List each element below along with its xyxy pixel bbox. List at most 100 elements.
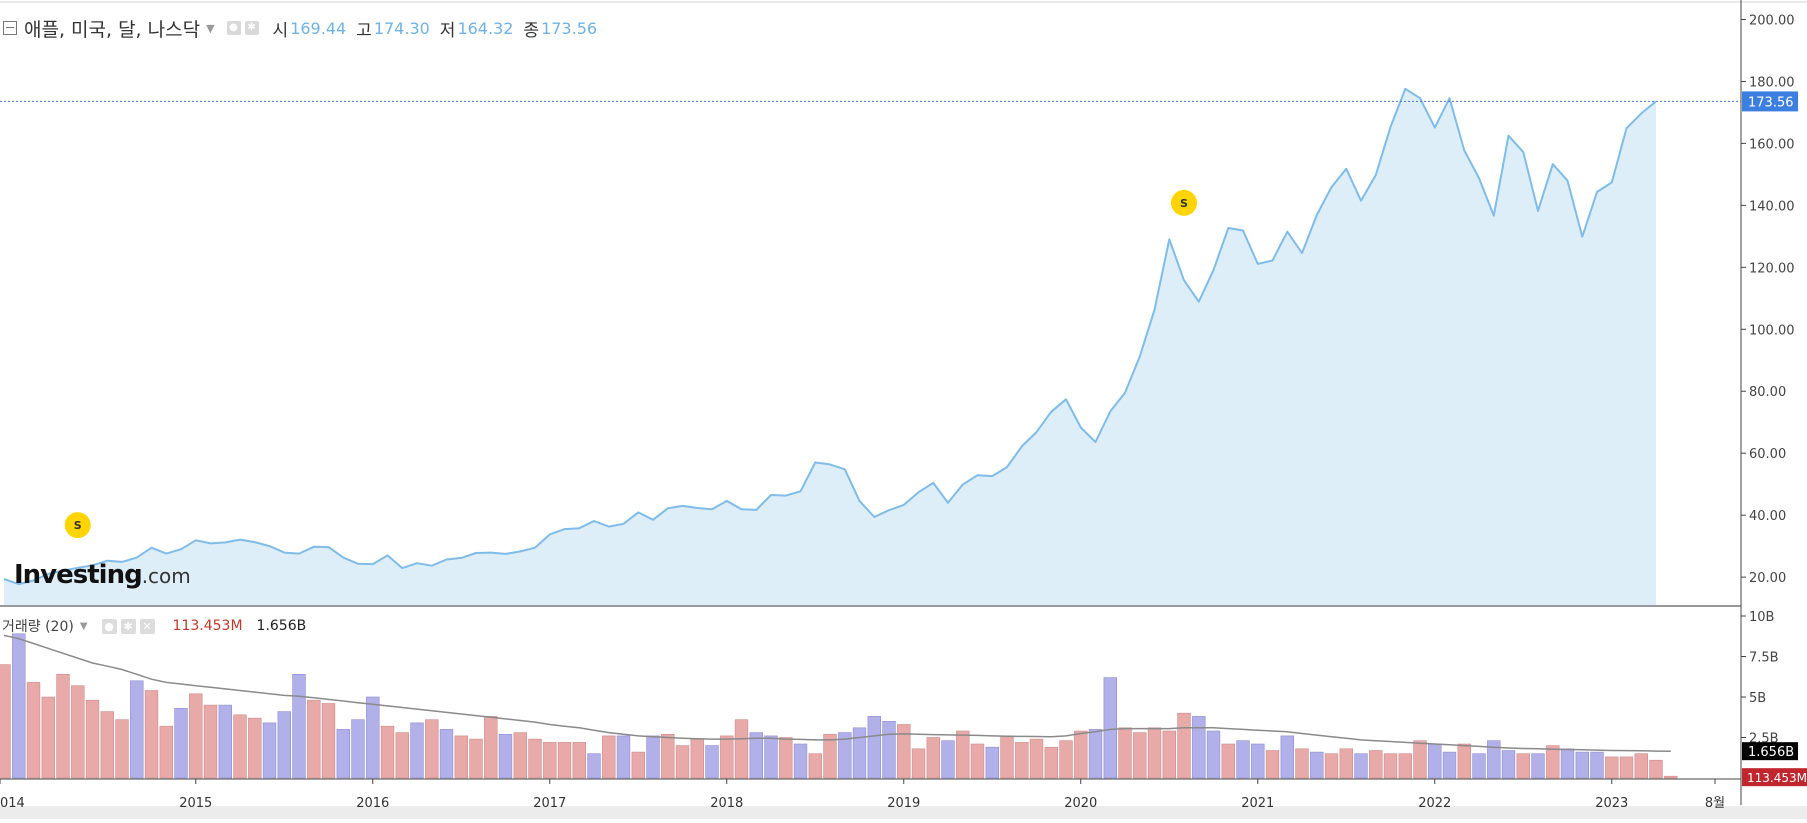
volume-tick-label: 10B — [1749, 610, 1774, 625]
volume-bar — [218, 704, 232, 779]
volume-bar — [1369, 750, 1383, 779]
volume-bar — [1664, 775, 1678, 779]
volume-bar — [1192, 716, 1206, 779]
current-price-tag-label: 173.56 — [1748, 95, 1794, 110]
volume-bar — [808, 753, 823, 779]
investing-logo: Investing.com — [14, 560, 191, 590]
volume-bar — [1000, 735, 1014, 779]
volume-bar — [1339, 748, 1354, 779]
volume-average-value: 1.656B — [256, 618, 307, 634]
price-tick-label: 160.00 — [1749, 137, 1795, 152]
price-tick-label: 80.00 — [1749, 385, 1786, 400]
volume-bar — [911, 748, 926, 779]
volume-bar — [498, 733, 513, 779]
volume-bar — [1044, 746, 1059, 779]
volume-bar — [882, 720, 896, 779]
price-tick-label: 180.00 — [1749, 75, 1795, 90]
volume-legend: 거래량 (20) ▼ ● ✱ ✕ 113.453M 1.656B — [2, 615, 306, 637]
volume-bar — [262, 722, 277, 779]
volume-bar — [469, 738, 483, 779]
volume-bar — [159, 725, 173, 779]
volume-bar — [1310, 751, 1324, 779]
price-legend: 애플, 미국, 달, 나스닥 ▼ ● ✱ 시 169.44 고 174.30 저… — [0, 16, 597, 41]
volume-bar — [572, 742, 587, 779]
volume-bar — [1029, 738, 1044, 779]
price-tick-label: 40.00 — [1749, 509, 1786, 524]
close-label: 종 — [523, 20, 540, 41]
volume-bar — [1015, 742, 1029, 779]
volume-bar — [1059, 740, 1073, 779]
low-value: 164.32 — [457, 18, 514, 38]
volume-bar — [1442, 751, 1457, 779]
volume-bar — [1649, 759, 1663, 779]
volume-bar — [1236, 740, 1250, 779]
logo-suffix: .com — [141, 564, 191, 588]
dividend-marker-label: S — [1180, 197, 1188, 210]
time-tick-label: 2015 — [179, 796, 212, 811]
time-tick-label: 2022 — [1418, 796, 1451, 811]
volume-bar — [425, 719, 439, 779]
volume-bar — [1206, 730, 1221, 779]
volume-bar — [675, 745, 690, 779]
volume-bar — [56, 673, 70, 779]
volume-last-value: 113.453M — [172, 618, 243, 634]
collapse-icon[interactable] — [3, 21, 17, 35]
gear-icon[interactable]: ✱ — [244, 21, 259, 35]
volume-bar — [336, 729, 350, 779]
volume-bar — [970, 743, 985, 779]
time-tick-label: 2018 — [710, 796, 743, 811]
time-tick-label: 2019 — [887, 796, 920, 811]
volume-bar — [1103, 677, 1118, 779]
dividend-marker — [64, 512, 91, 539]
volume-bar — [439, 729, 454, 779]
volume-average-tag — [1742, 742, 1798, 761]
volume-bar — [71, 685, 85, 779]
volume-bar — [690, 738, 705, 779]
volume-last-tag — [1742, 768, 1807, 787]
volume-bar — [1118, 727, 1132, 779]
volume-bar — [557, 742, 572, 779]
volume-bar — [543, 742, 557, 779]
time-tick-label: 2017 — [533, 796, 566, 811]
volume-bar — [1546, 745, 1560, 779]
volume-bar — [1133, 732, 1147, 779]
volume-bar — [661, 733, 675, 779]
dividend-marker-label: S — [74, 519, 82, 532]
eye-icon[interactable]: ● — [101, 618, 117, 634]
close-icon[interactable]: ✕ — [139, 618, 155, 634]
volume-bar — [513, 732, 528, 779]
eye-icon[interactable]: ● — [226, 21, 241, 35]
volume-bar — [1324, 753, 1339, 779]
volume-bar — [823, 733, 837, 779]
volume-bar — [852, 727, 867, 779]
volume-bar — [366, 696, 380, 779]
volume-bar — [705, 745, 719, 779]
volume-bar — [115, 719, 129, 779]
volume-bar — [1619, 756, 1634, 779]
volume-bar — [764, 735, 778, 779]
volume-bar — [85, 699, 100, 779]
volume-bar — [248, 717, 262, 779]
volume-bar — [1560, 748, 1575, 779]
volume-bar — [749, 732, 764, 779]
volume-bar — [1177, 712, 1191, 779]
volume-bar — [720, 735, 734, 779]
volume-bar — [1383, 753, 1398, 779]
logo-name: Investing — [14, 560, 143, 590]
time-tick-label: 8월 — [1705, 796, 1725, 811]
volume-bar — [1251, 743, 1265, 779]
volume-bar — [616, 735, 631, 779]
volume-bar — [1354, 753, 1368, 779]
volume-bar — [528, 738, 542, 779]
price-tick-label: 200.00 — [1749, 13, 1795, 28]
chevron-down-icon[interactable]: ▼ — [206, 21, 215, 35]
volume-bar — [587, 753, 601, 779]
volume-moving-average — [3, 634, 1671, 752]
chevron-down-icon[interactable]: ▼ — [79, 620, 88, 632]
gear-icon[interactable]: ✱ — [120, 618, 136, 634]
price-tick-label: 60.00 — [1749, 447, 1786, 462]
volume-bar — [1147, 727, 1162, 779]
volume-bar — [1413, 740, 1427, 779]
